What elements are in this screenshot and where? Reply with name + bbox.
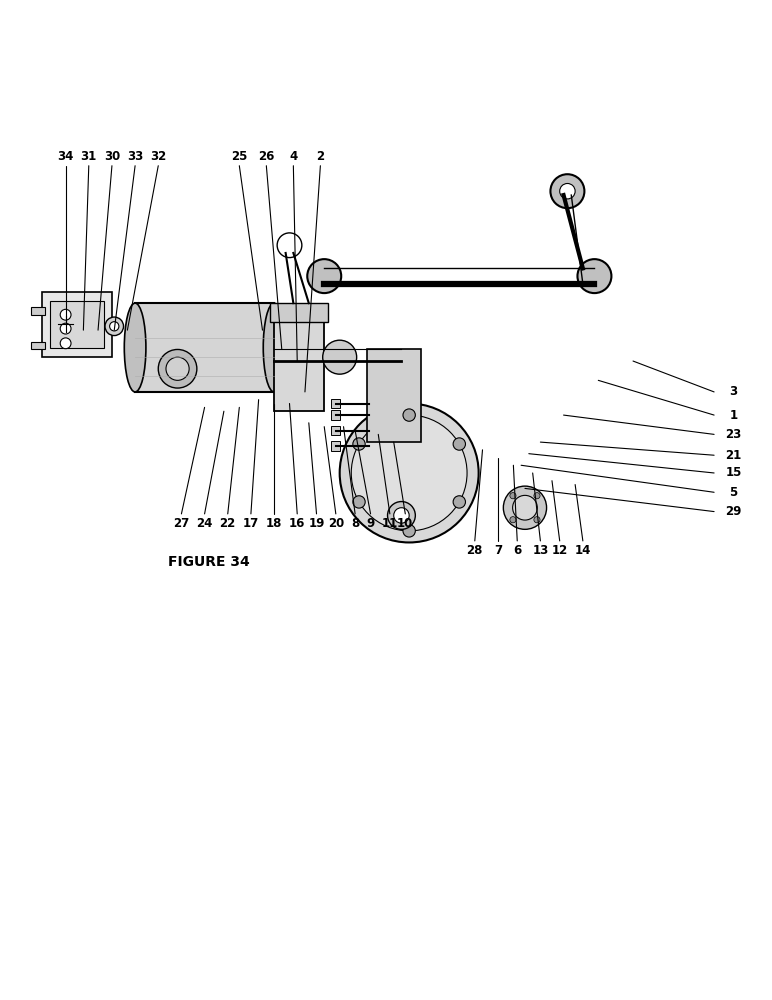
- Text: 29: 29: [725, 505, 742, 518]
- Circle shape: [534, 493, 540, 499]
- Text: 3: 3: [730, 385, 737, 398]
- Text: 4: 4: [290, 150, 297, 163]
- Text: 25: 25: [231, 150, 248, 163]
- Text: 24: 24: [196, 517, 213, 530]
- Text: 15: 15: [725, 466, 742, 479]
- Circle shape: [340, 403, 479, 542]
- FancyBboxPatch shape: [274, 311, 324, 411]
- Circle shape: [513, 495, 537, 520]
- Text: 16: 16: [289, 517, 306, 530]
- Text: 30: 30: [103, 150, 120, 163]
- Text: 2: 2: [317, 150, 324, 163]
- Circle shape: [394, 508, 409, 523]
- Text: 23: 23: [725, 428, 742, 441]
- Text: 7: 7: [494, 544, 502, 557]
- FancyBboxPatch shape: [31, 307, 45, 315]
- Ellipse shape: [263, 303, 285, 392]
- FancyBboxPatch shape: [331, 441, 340, 451]
- Text: 28: 28: [466, 544, 483, 557]
- Circle shape: [388, 502, 415, 529]
- FancyBboxPatch shape: [42, 292, 112, 357]
- Circle shape: [403, 525, 415, 537]
- Ellipse shape: [124, 303, 146, 392]
- Text: 31: 31: [80, 150, 97, 163]
- Text: 11: 11: [381, 517, 398, 530]
- Circle shape: [453, 496, 466, 508]
- Circle shape: [166, 357, 189, 380]
- Text: 26: 26: [258, 150, 275, 163]
- Text: 34: 34: [57, 150, 74, 163]
- Circle shape: [503, 486, 547, 529]
- FancyBboxPatch shape: [331, 410, 340, 420]
- Circle shape: [534, 517, 540, 523]
- Text: 22: 22: [219, 517, 236, 530]
- FancyBboxPatch shape: [50, 301, 104, 348]
- Text: 19: 19: [308, 517, 325, 530]
- Text: 33: 33: [127, 150, 144, 163]
- Circle shape: [403, 409, 415, 421]
- Circle shape: [60, 323, 71, 334]
- Circle shape: [351, 415, 467, 531]
- FancyBboxPatch shape: [31, 342, 45, 349]
- Circle shape: [550, 174, 584, 208]
- FancyBboxPatch shape: [135, 303, 274, 392]
- Text: 5: 5: [730, 486, 737, 499]
- Circle shape: [353, 496, 365, 508]
- Text: 14: 14: [574, 544, 591, 557]
- Text: 32: 32: [150, 150, 167, 163]
- Circle shape: [60, 309, 71, 320]
- Circle shape: [105, 317, 124, 336]
- Text: 21: 21: [725, 449, 742, 462]
- Text: FIGURE 34: FIGURE 34: [168, 555, 249, 569]
- Text: 12: 12: [551, 544, 568, 557]
- Circle shape: [510, 517, 516, 523]
- Circle shape: [353, 438, 365, 450]
- FancyBboxPatch shape: [331, 426, 340, 435]
- Circle shape: [577, 259, 611, 293]
- Circle shape: [158, 349, 197, 388]
- Circle shape: [560, 183, 575, 199]
- Circle shape: [453, 438, 466, 450]
- Text: 9: 9: [367, 517, 374, 530]
- Circle shape: [510, 493, 516, 499]
- Circle shape: [323, 340, 357, 374]
- Text: 6: 6: [513, 544, 521, 557]
- Text: 13: 13: [532, 544, 549, 557]
- Circle shape: [60, 338, 71, 349]
- FancyBboxPatch shape: [270, 303, 328, 322]
- Text: 8: 8: [351, 517, 359, 530]
- FancyBboxPatch shape: [367, 349, 421, 442]
- Text: 27: 27: [173, 517, 190, 530]
- Circle shape: [110, 322, 119, 331]
- Text: 10: 10: [397, 517, 414, 530]
- Circle shape: [277, 233, 302, 258]
- Text: 17: 17: [242, 517, 259, 530]
- FancyBboxPatch shape: [331, 399, 340, 408]
- Circle shape: [307, 259, 341, 293]
- Text: 1: 1: [730, 409, 737, 422]
- Text: 20: 20: [327, 517, 344, 530]
- Text: 18: 18: [266, 517, 283, 530]
